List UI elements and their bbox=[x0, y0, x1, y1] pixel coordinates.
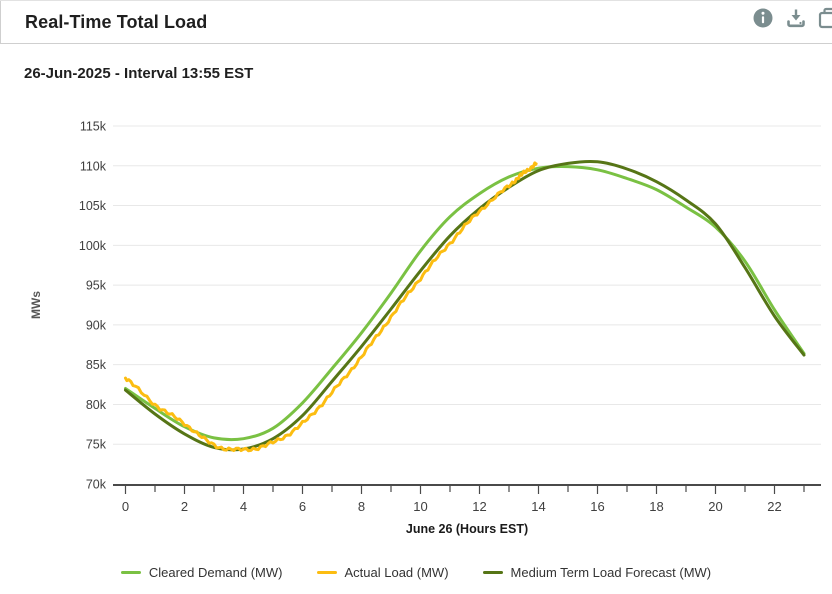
download-icon[interactable] bbox=[785, 7, 807, 29]
y-axis-title: MWs bbox=[29, 291, 43, 319]
x-axis-tick-label: 2 bbox=[181, 499, 188, 514]
legend-label: Actual Load (MW) bbox=[344, 564, 449, 580]
legend-item[interactable]: Medium Term Load Forecast (MW) bbox=[482, 564, 712, 580]
legend-label: Cleared Demand (MW) bbox=[148, 564, 283, 580]
legend-swatch bbox=[482, 570, 503, 574]
series-line-cleared-demand-mw bbox=[124, 164, 806, 442]
header-icon-group bbox=[752, 7, 832, 29]
x-axis-tick-label: 6 bbox=[299, 499, 306, 514]
legend-item[interactable]: Actual Load (MW) bbox=[316, 564, 449, 580]
legend-swatch bbox=[316, 570, 337, 574]
x-axis-tick-label: 0 bbox=[122, 499, 129, 514]
legend-label: Medium Term Load Forecast (MW) bbox=[510, 564, 712, 580]
y-axis-tick-label: 95k bbox=[86, 279, 107, 293]
legend-item[interactable]: Cleared Demand (MW) bbox=[120, 564, 283, 580]
x-axis-tick-label: 12 bbox=[472, 499, 486, 514]
y-axis-tick-label: 75k bbox=[86, 438, 107, 452]
y-axis-tick-label: 80k bbox=[86, 398, 107, 412]
x-axis-tick-label: 20 bbox=[708, 499, 722, 514]
x-axis-title: June 26 (Hours EST) bbox=[406, 522, 528, 536]
x-axis-tick-label: 16 bbox=[590, 499, 604, 514]
x-axis-tick-label: 14 bbox=[531, 499, 545, 514]
x-axis-tick-label: 8 bbox=[358, 499, 365, 514]
chart-legend: Cleared Demand (MW) Actual Load (MW) Mediu… bbox=[0, 559, 832, 585]
y-axis-tick-label: 110k bbox=[80, 159, 107, 173]
info-icon[interactable] bbox=[752, 7, 774, 29]
x-axis-tick-label: 10 bbox=[413, 499, 427, 514]
y-axis-tick-label: 105k bbox=[79, 199, 107, 213]
y-axis-tick-label: 100k bbox=[79, 239, 107, 253]
y-axis-tick-label: 85k bbox=[86, 358, 107, 372]
x-axis-tick-label: 18 bbox=[649, 499, 663, 514]
y-axis-tick-label: 90k bbox=[86, 318, 107, 332]
widget-header: Real-Time Total Load bbox=[0, 1, 832, 44]
series-line-actual-load-mw bbox=[124, 161, 538, 453]
copy-icon[interactable] bbox=[818, 7, 832, 29]
x-axis-tick-label: 4 bbox=[240, 499, 247, 514]
legend-swatch bbox=[120, 570, 141, 574]
chart-subtitle-date-interval: 26-Jun-2025 - Interval 13:55 EST bbox=[24, 65, 254, 82]
y-axis-tick-label: 70k bbox=[86, 478, 107, 492]
y-axis-tick-label: 115k bbox=[80, 120, 107, 134]
x-axis-tick-label: 22 bbox=[767, 499, 781, 514]
page-title: Real-Time Total Load bbox=[25, 11, 208, 32]
